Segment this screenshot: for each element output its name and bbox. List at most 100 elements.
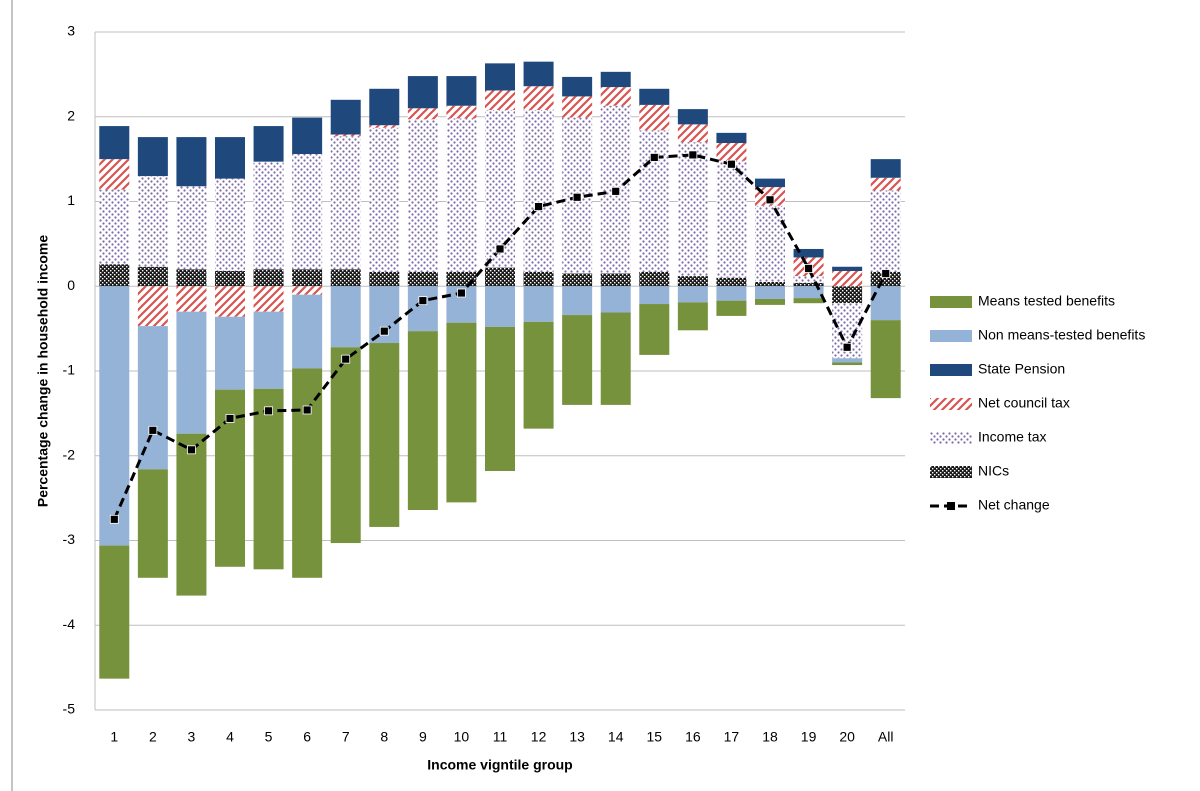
y-tick-label: 1	[67, 192, 75, 208]
legend-swatch	[930, 330, 972, 342]
bar-segment	[407, 271, 438, 287]
bar-segment	[562, 76, 593, 97]
line-marker	[148, 425, 158, 435]
bar-segment	[523, 109, 554, 272]
y-tick-label: 2	[67, 107, 75, 123]
y-tick-label: -2	[63, 446, 76, 462]
legend-label: Means tested benefits	[978, 293, 1115, 309]
bar-segment	[870, 190, 901, 272]
bar-segment	[446, 76, 477, 106]
line-marker	[341, 354, 351, 364]
line-marker	[457, 288, 466, 298]
x-tick-label: 18	[762, 729, 778, 745]
x-tick-label: 8	[380, 729, 388, 745]
x-tick-label: 13	[569, 729, 585, 745]
bar-segment	[639, 130, 670, 272]
bar-segment	[99, 189, 130, 265]
bar-segment	[253, 161, 284, 270]
bar-segment	[870, 159, 901, 178]
bar-segment	[523, 271, 554, 287]
bar-segment	[485, 267, 515, 287]
bar-segment	[716, 277, 747, 287]
bar-segment	[832, 286, 863, 304]
y-tick-label: -4	[63, 616, 76, 632]
bar-segment	[600, 87, 631, 106]
bar-segment	[446, 118, 477, 272]
bar-segment	[755, 282, 785, 287]
bar-segment	[562, 96, 593, 118]
line-marker	[302, 405, 312, 415]
bar-segment	[137, 176, 168, 267]
bar-segment	[253, 388, 284, 570]
bar-segment	[292, 269, 323, 287]
bar-segment	[330, 347, 361, 544]
bar-segment	[562, 273, 593, 287]
bar-segment	[870, 320, 901, 399]
bar-segment	[716, 160, 747, 278]
bar-segment	[446, 271, 477, 287]
bar-segment	[330, 286, 361, 348]
line-marker	[379, 326, 389, 336]
bar-segment	[176, 137, 207, 187]
legend-swatch	[947, 502, 955, 510]
legend-label: NICs	[978, 463, 1009, 479]
bar-segment	[99, 159, 130, 190]
line-marker	[187, 445, 196, 455]
bar-segment	[523, 61, 554, 87]
bar-segment	[677, 109, 708, 125]
bar-segment	[137, 286, 168, 327]
bar-segment	[870, 286, 901, 321]
bar-segment	[485, 326, 515, 472]
y-axis-title: Percentage change in household income	[35, 235, 51, 507]
x-tick-label: 15	[646, 729, 662, 745]
bar-segment	[446, 105, 477, 119]
legend-swatch	[930, 432, 972, 444]
line-marker	[727, 159, 736, 169]
x-tick-label: 17	[724, 729, 740, 745]
bar-segment	[292, 368, 323, 578]
bar-segment	[793, 298, 824, 304]
legend-swatch	[930, 466, 972, 478]
bar-segment	[176, 433, 207, 596]
bar-segment	[600, 312, 631, 405]
bar-segment	[407, 76, 438, 109]
legend-label: Net change	[978, 497, 1050, 513]
y-tick-label: 0	[67, 277, 75, 293]
bar-segment	[253, 311, 284, 389]
x-tick-label: 16	[685, 729, 701, 745]
bar-segment	[677, 302, 708, 331]
bar-segment	[832, 362, 863, 366]
bar-segment	[330, 99, 361, 135]
y-tick-label: 3	[67, 23, 75, 39]
legend-label: Net council tax	[978, 395, 1070, 411]
bar-segment	[369, 343, 400, 527]
x-tick-label: 4	[226, 729, 234, 745]
bar-segment	[176, 186, 207, 270]
bar-segment	[639, 304, 670, 355]
bar-segment	[137, 326, 168, 470]
x-tick-label: 7	[342, 729, 350, 745]
bar-segment	[870, 271, 901, 287]
bar-segment	[215, 316, 245, 390]
bar-segment	[369, 127, 400, 272]
bar-segment	[639, 286, 670, 305]
bar-segment	[485, 90, 515, 110]
bar-segment	[446, 322, 477, 503]
x-tick-label: 1	[110, 729, 118, 745]
bar-segment	[369, 271, 400, 287]
bar-segment	[369, 88, 400, 126]
bar-segment	[137, 469, 168, 578]
x-tick-label: 5	[265, 729, 273, 745]
x-tick-label: 11	[493, 729, 508, 745]
bar-segment	[176, 311, 207, 434]
bar-segment	[562, 286, 593, 316]
bar-segment	[832, 358, 863, 363]
line-marker	[804, 264, 813, 273]
bar-segment	[215, 137, 245, 179]
bar-segment	[292, 117, 323, 155]
bar-segment	[137, 266, 168, 287]
line-marker	[765, 195, 775, 205]
bar-segment	[716, 143, 747, 161]
bar-segment	[292, 294, 323, 369]
x-tick-label: 6	[303, 729, 311, 745]
